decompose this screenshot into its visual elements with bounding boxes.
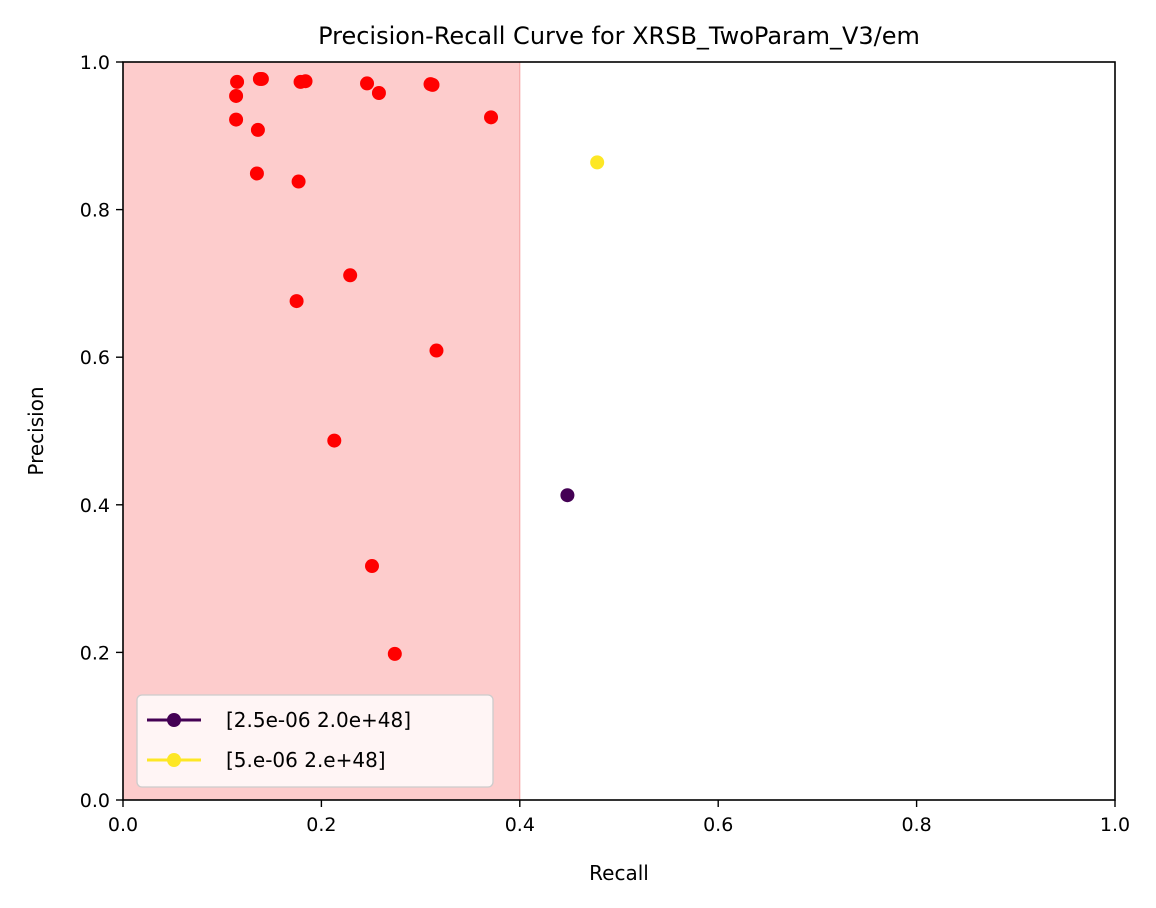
data-points: [229, 71, 605, 661]
background-point: [429, 343, 444, 358]
background-point: [254, 71, 269, 86]
background-point: [484, 110, 499, 125]
background-point: [327, 433, 342, 448]
legend-label: [2.5e-06 2.0e+48]: [226, 708, 411, 732]
legend-label: [5.e-06 2.e+48]: [226, 748, 386, 772]
y-tick-label: 0.2: [80, 642, 110, 664]
x-tick-label: 0.4: [505, 814, 535, 836]
background-point: [229, 112, 244, 127]
background-point: [425, 77, 440, 92]
legend-marker: [167, 713, 181, 727]
background-point: [291, 174, 306, 189]
x-tick-label: 0.8: [901, 814, 931, 836]
y-tick-label: 0.4: [80, 495, 110, 517]
background-point: [249, 166, 264, 181]
axes-frame: [122, 61, 1116, 801]
y-tick-label: 0.6: [80, 347, 110, 369]
background-point: [230, 74, 245, 89]
x-tick-label: 0.6: [703, 814, 733, 836]
y-axis-ticks: 0.0 0.2 0.4 0.6 0.8 1.0: [80, 52, 123, 812]
x-tick-label: 0.0: [108, 814, 138, 836]
y-axis-label: Precision: [24, 386, 48, 475]
x-tick-label: 1.0: [1100, 814, 1130, 836]
legend-box: [136, 694, 494, 788]
legend-marker: [167, 753, 181, 767]
legend: [2.5e-06 2.0e+48] [5.e-06 2.e+48]: [136, 694, 494, 788]
shaded-recall-region: [123, 62, 520, 800]
background-point: [343, 268, 358, 283]
background-point: [371, 85, 386, 100]
background-point: [250, 122, 265, 137]
x-tick-label: 0.2: [306, 814, 336, 836]
background-point: [289, 294, 304, 309]
x-axis-ticks: 0.0 0.2 0.4 0.6 0.8 1.0: [108, 800, 1130, 836]
series-point: [560, 488, 575, 503]
series-point: [590, 155, 605, 170]
x-axis-label: Recall: [589, 861, 649, 885]
y-tick-label: 0.0: [80, 790, 110, 812]
y-tick-label: 1.0: [80, 52, 110, 74]
background-point: [298, 74, 313, 89]
chart-title: Precision-Recall Curve for XRSB_TwoParam…: [318, 22, 920, 50]
background-point: [229, 88, 244, 103]
background-point: [364, 559, 379, 574]
background-point: [360, 76, 375, 91]
background-point: [387, 646, 402, 661]
y-tick-label: 0.8: [80, 200, 110, 222]
